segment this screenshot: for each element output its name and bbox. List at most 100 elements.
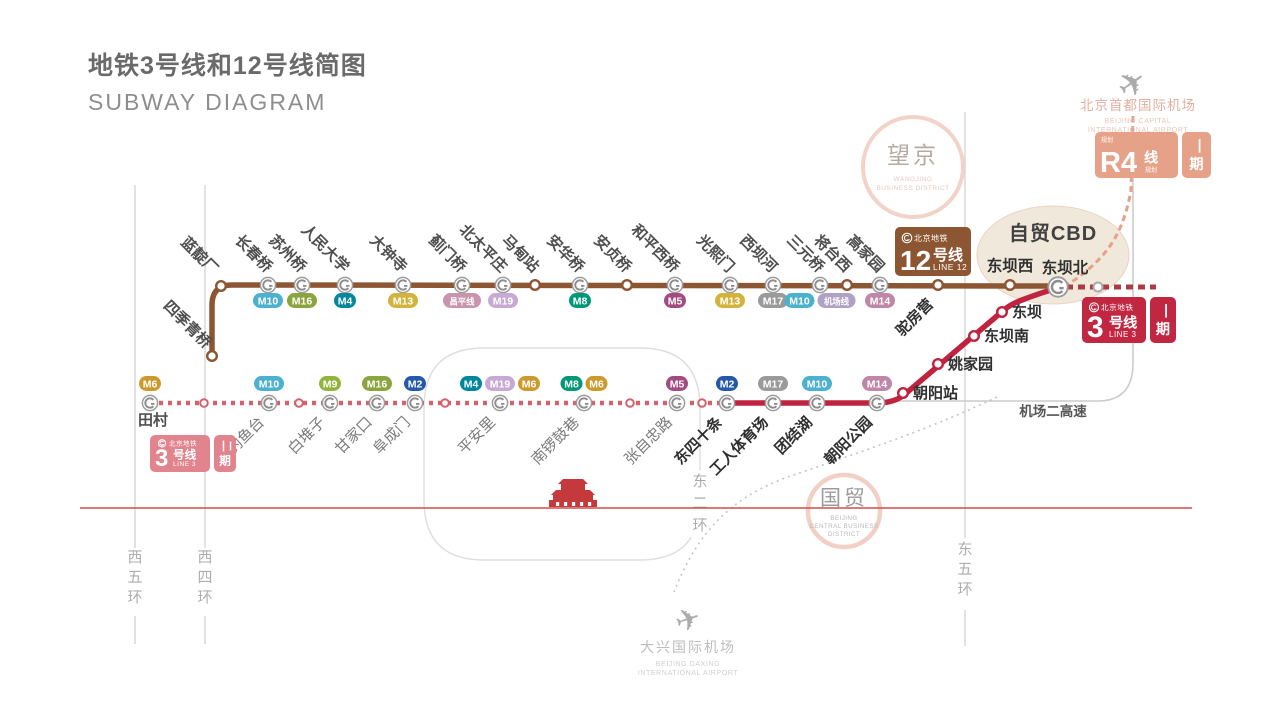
station: M8 M6 南锣鼓巷: [528, 376, 608, 468]
interchange-badge-label: M4: [338, 295, 353, 307]
transfer-station-icon: [453, 276, 471, 294]
interchange-badge: [585, 376, 608, 391]
interchange-badge-label: M6: [589, 378, 604, 390]
station: 蓝靛厂: [177, 233, 227, 293]
ring-road-label: 四: [197, 569, 212, 586]
station-label: 姚家园: [947, 355, 993, 373]
transfer-station-icon: [494, 276, 512, 294]
guomao-label: 国贸: [820, 487, 868, 510]
station-circle: [968, 330, 981, 343]
ring-road-label: 东: [957, 541, 972, 558]
transfer-station-icon: [321, 394, 339, 412]
interchange-badge: [666, 376, 688, 391]
landmark-label: DISTRICT: [828, 531, 860, 538]
station: [697, 398, 707, 408]
interchange-badge: [460, 376, 482, 391]
interchange-badge: [784, 293, 815, 308]
station-label: 驼房营: [892, 295, 937, 340]
station: 姚家园: [932, 355, 993, 373]
interchange-badge-label: M6: [143, 378, 158, 390]
interchange-badge-label: 昌平线: [449, 296, 475, 306]
badge-note: 规划: [1101, 136, 1113, 144]
transfer-station-icon: [871, 276, 889, 294]
interchange-badge: [569, 293, 591, 308]
station-dot: [625, 398, 635, 408]
interchange-badge-label: M5: [668, 295, 683, 307]
interchange-badge: [758, 293, 788, 308]
phase-char-rotated: 二: [220, 440, 232, 452]
station: M13 大钟寺: [366, 231, 418, 308]
interchange-badge-label: M9: [323, 378, 338, 390]
phase-char: 期: [219, 454, 231, 468]
ring-road-label: 环: [127, 589, 142, 606]
ring-road-label: 东: [692, 473, 707, 490]
station: [440, 398, 450, 408]
ring-road-label: 五: [127, 569, 142, 586]
station-label: 和平西桥: [628, 221, 684, 277]
station-circle: [841, 279, 854, 292]
interchange-badge: [560, 376, 583, 391]
transfer-station-icon: [764, 276, 782, 294]
ring-east5: 东五环: [957, 112, 973, 646]
daxing-airport-label: 大兴国际机场: [640, 639, 736, 655]
station-circle: [205, 350, 218, 363]
interchange-badge: [865, 293, 895, 308]
interchange-badge-label: M2: [408, 378, 423, 390]
station-label: 朝阳站: [913, 384, 958, 402]
airplane-icon: ✈: [671, 601, 705, 640]
line-unit: 号线: [1109, 315, 1137, 331]
station-label: 长春桥: [231, 231, 276, 276]
ring-road-label: 环: [197, 589, 212, 606]
landmark-label: BEIJING CAPITAL: [1105, 118, 1172, 125]
interchange-badge-label: 机场线: [824, 296, 850, 306]
transfer-station-icon: [491, 394, 509, 412]
landmark-label: WANGJING: [894, 176, 933, 183]
station: [199, 398, 209, 408]
station: 东坝西: [987, 256, 1033, 292]
station: 东坝南: [968, 327, 1029, 345]
interchange-badge: [404, 376, 426, 391]
interchange-badge-label: M5: [670, 378, 685, 390]
station-label: 甘家口: [332, 414, 376, 458]
station: [625, 398, 635, 408]
interchange-badge-label: M8: [573, 295, 588, 307]
airport-expressway-label: 机场二高速: [1019, 403, 1087, 419]
interchange-badge: [716, 376, 738, 391]
interchange-badge: [802, 376, 832, 391]
station-dot: [294, 398, 304, 408]
station-dot: [697, 398, 707, 408]
station: M4 M19 M6 平安里: [455, 376, 540, 458]
ring-road-label: 环: [957, 581, 972, 598]
station-circle: [1004, 279, 1017, 292]
station-label: 团结湖: [771, 413, 816, 458]
transfer-station-icon: [811, 276, 829, 294]
transfer-station-icon: [394, 276, 412, 294]
station-label: 东坝北: [1042, 258, 1089, 277]
transfer-station-icon: [764, 394, 782, 412]
line-sub-label: LINE 3: [1109, 330, 1137, 339]
station-label: 四季青桥: [160, 297, 216, 353]
station-label: 马甸站: [498, 231, 543, 276]
phase-char-rotated: 一: [1191, 139, 1207, 153]
line3-phase1-path: [727, 285, 1059, 406]
station-circle: [932, 358, 945, 371]
station-circle: [932, 279, 945, 292]
badge-note: 规划: [1145, 166, 1157, 174]
interchange-badge-label: M19: [490, 378, 511, 390]
line-unit: 线: [1144, 150, 1158, 166]
guomao-circle: [805, 472, 883, 550]
line-unit: 号线: [933, 246, 963, 264]
ring-road-label: 环: [692, 517, 707, 534]
station-label: 阜成门: [370, 414, 414, 458]
station-label: 光熙门: [693, 231, 738, 276]
station: 驼房营: [892, 279, 945, 340]
landmark-label: INTERNATIONAL AIRPORT: [638, 670, 738, 677]
operator-label: 北京地铁: [914, 233, 948, 243]
interchange-badge: [139, 376, 161, 391]
interchange-badge: [817, 293, 856, 308]
station: M5 和平西桥: [628, 221, 686, 308]
